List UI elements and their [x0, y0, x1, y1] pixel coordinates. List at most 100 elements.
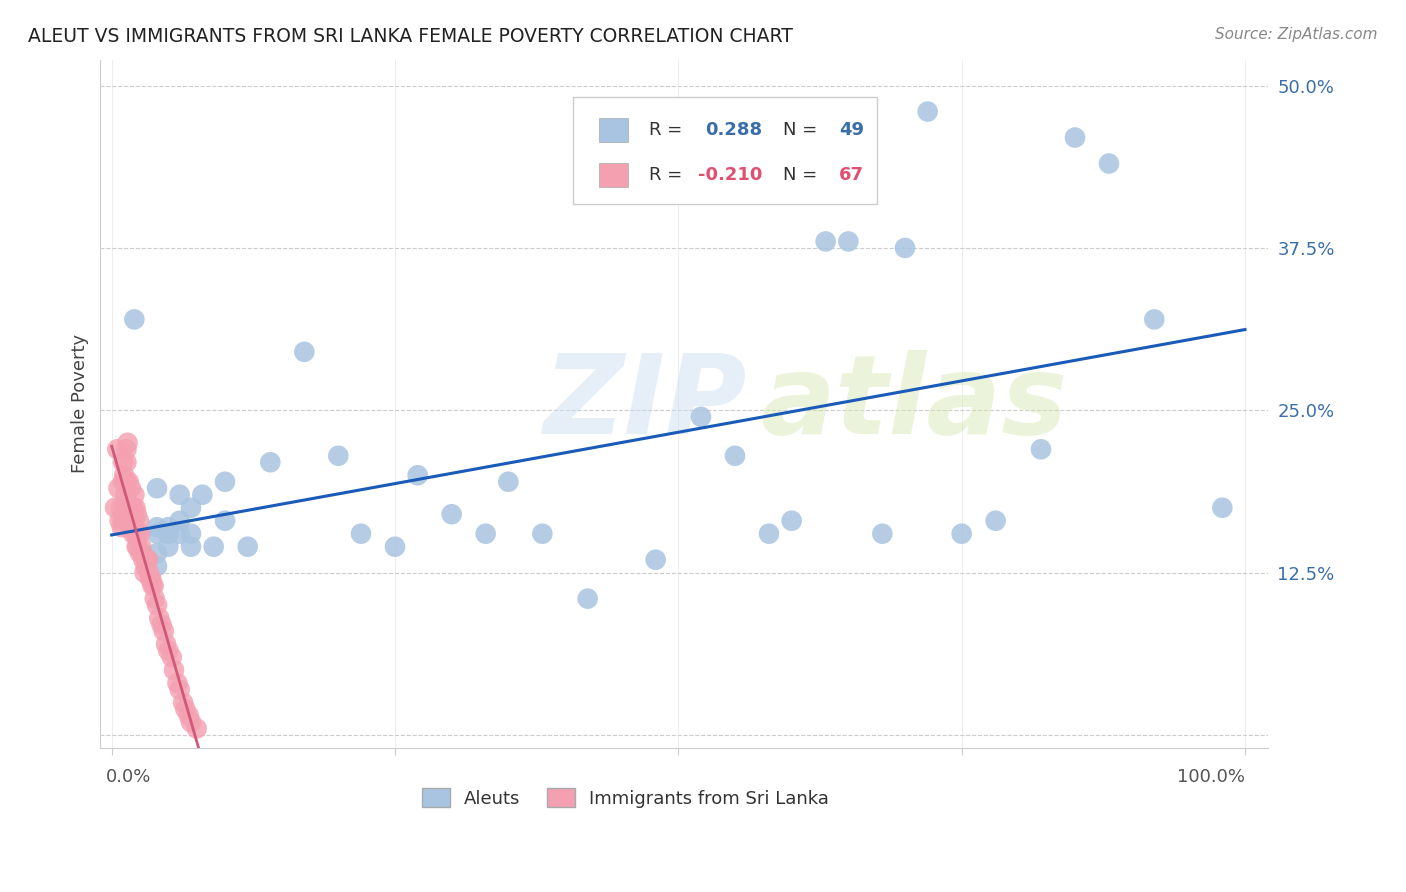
Point: [124, 488, 146, 502]
Point: [166, 676, 188, 690]
Point: [984, 514, 1007, 528]
Point: [644, 552, 666, 566]
Y-axis label: Female Poverty: Female Poverty: [72, 334, 89, 474]
Point: [146, 546, 169, 560]
Point: [114, 500, 136, 515]
Point: [177, 708, 200, 723]
Text: N =: N =: [783, 166, 824, 184]
Point: [125, 540, 148, 554]
Point: [135, 552, 157, 566]
Point: [236, 540, 259, 554]
Point: [180, 714, 202, 729]
Point: [146, 598, 169, 612]
Point: [202, 540, 225, 554]
Point: [157, 540, 180, 554]
Point: [474, 526, 496, 541]
Point: [110, 500, 132, 515]
Point: [1211, 500, 1233, 515]
Point: [124, 500, 146, 515]
Point: [124, 312, 146, 326]
Point: [155, 637, 177, 651]
Point: [690, 409, 713, 424]
Point: [111, 475, 134, 489]
Point: [259, 455, 281, 469]
Point: [129, 540, 152, 554]
Point: [917, 104, 939, 119]
Point: [157, 520, 180, 534]
Point: [146, 520, 169, 534]
Point: [121, 500, 143, 515]
Point: [157, 526, 180, 541]
Text: 0.0%: 0.0%: [105, 767, 152, 786]
Point: [214, 475, 236, 489]
Point: [174, 702, 197, 716]
Point: [191, 488, 214, 502]
Point: [292, 344, 315, 359]
Point: [837, 235, 859, 249]
Bar: [599, 118, 628, 142]
Point: [122, 526, 145, 541]
Point: [105, 442, 128, 457]
Point: [576, 591, 599, 606]
Point: [118, 500, 141, 515]
Text: 0.288: 0.288: [704, 121, 762, 139]
Point: [214, 514, 236, 528]
Point: [186, 722, 208, 736]
Point: [124, 514, 146, 528]
Point: [163, 663, 186, 677]
Point: [115, 442, 138, 457]
Point: [138, 566, 160, 580]
Point: [169, 514, 191, 528]
Point: [169, 488, 191, 502]
Point: [146, 481, 169, 495]
FancyBboxPatch shape: [574, 97, 876, 204]
Point: [115, 455, 138, 469]
Point: [134, 566, 156, 580]
Text: 100.0%: 100.0%: [1177, 767, 1244, 786]
Point: [112, 514, 135, 528]
Point: [950, 526, 973, 541]
Point: [180, 540, 202, 554]
Point: [114, 488, 136, 502]
Point: [118, 514, 141, 528]
Point: [148, 611, 170, 625]
Point: [440, 507, 463, 521]
Point: [117, 435, 139, 450]
Point: [1064, 130, 1087, 145]
Point: [724, 449, 747, 463]
Point: [1029, 442, 1052, 457]
Point: [146, 526, 169, 541]
Point: [758, 526, 780, 541]
Point: [142, 579, 165, 593]
Point: [384, 540, 406, 554]
Point: [498, 475, 520, 489]
Point: [112, 468, 135, 483]
Text: 49: 49: [839, 121, 865, 139]
Bar: [599, 163, 628, 187]
Point: [118, 500, 141, 515]
Point: [111, 455, 134, 469]
Text: Source: ZipAtlas.com: Source: ZipAtlas.com: [1215, 27, 1378, 42]
Point: [894, 241, 917, 255]
Point: [1143, 312, 1166, 326]
Point: [141, 579, 163, 593]
Point: [780, 514, 803, 528]
Point: [115, 475, 138, 489]
Point: [125, 507, 148, 521]
Point: [1098, 156, 1121, 170]
Point: [141, 572, 163, 586]
Point: [814, 235, 837, 249]
Point: [143, 591, 166, 606]
Point: [111, 520, 134, 534]
Point: [350, 526, 373, 541]
Legend: Aleuts, Immigrants from Sri Lanka: Aleuts, Immigrants from Sri Lanka: [415, 780, 837, 814]
Point: [131, 546, 153, 560]
Point: [127, 526, 149, 541]
Point: [872, 526, 894, 541]
Point: [108, 514, 131, 528]
Point: [117, 500, 139, 515]
Point: [146, 559, 169, 574]
Text: atlas: atlas: [759, 351, 1067, 458]
Point: [128, 514, 150, 528]
Point: [157, 643, 180, 657]
